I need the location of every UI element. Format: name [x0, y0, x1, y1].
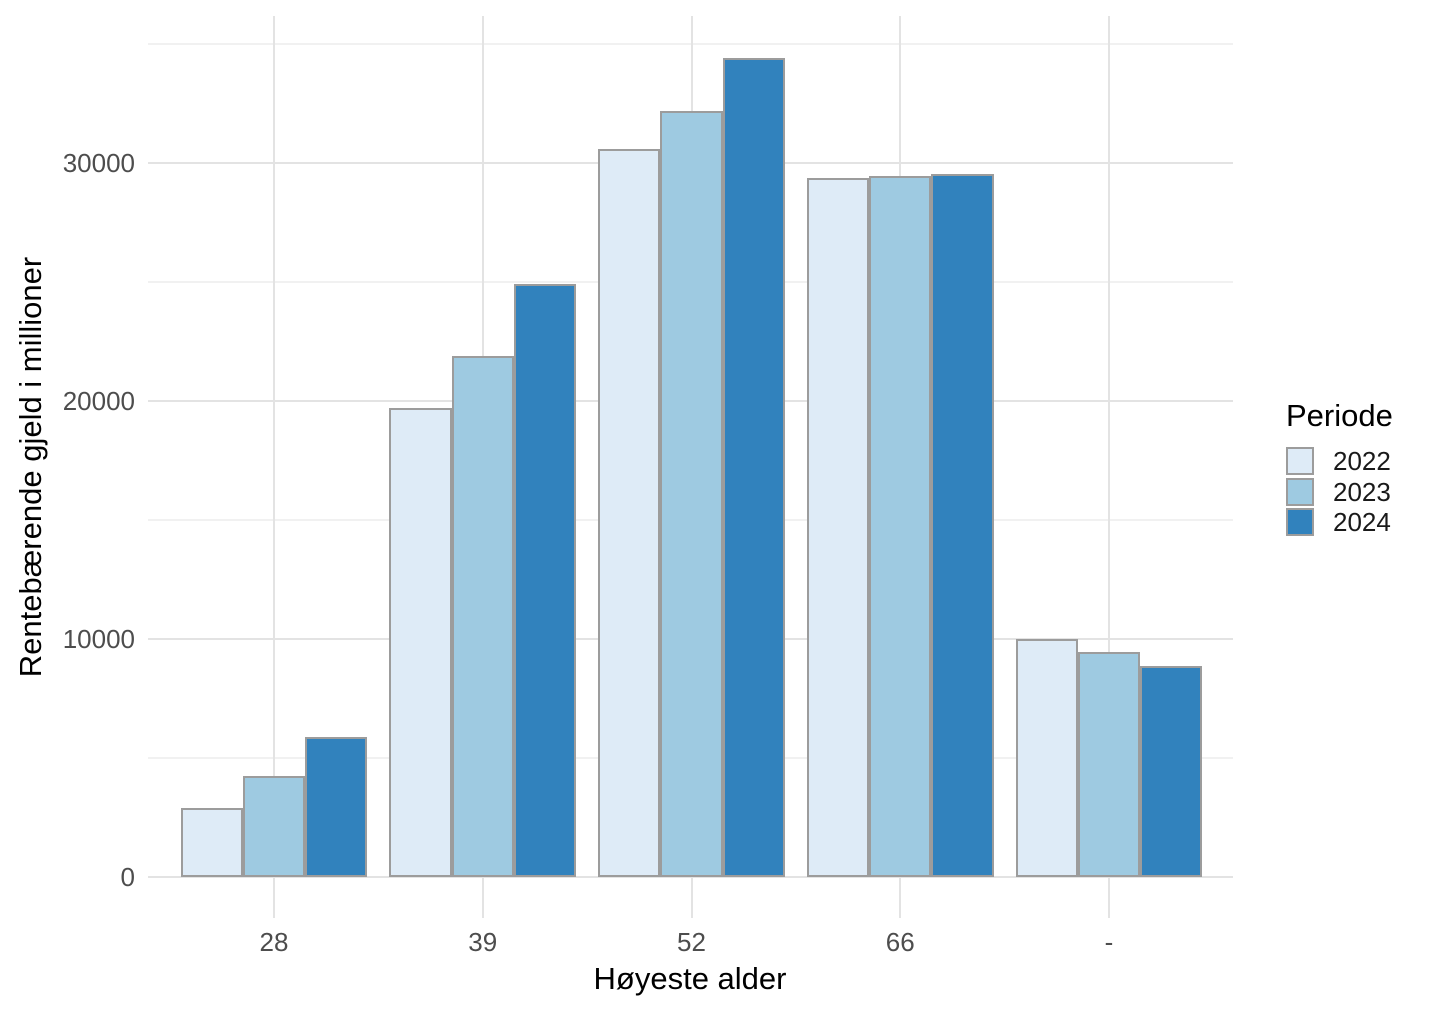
legend-label-2023: 2023 — [1333, 476, 1391, 507]
x-tick-label: 66 — [885, 927, 915, 957]
x-tick-label: 28 — [259, 927, 289, 957]
y-tick-label: 20000 — [62, 386, 135, 416]
bar-2023-28 — [242, 775, 306, 877]
legend-key-2023 — [1286, 477, 1314, 506]
y-tick-label: 30000 — [62, 148, 135, 178]
y-tick-label: 0 — [120, 862, 135, 892]
bar-2023-52 — [660, 110, 723, 877]
legend-key-2024 — [1286, 508, 1314, 536]
bar-2022-39 — [389, 408, 452, 877]
legend-label-2022: 2022 — [1333, 446, 1391, 476]
x-tick-label: 39 — [468, 927, 498, 957]
x-tick-label: 52 — [677, 927, 706, 957]
legend-key-2022 — [1286, 447, 1314, 475]
bar-2023-- — [1077, 652, 1141, 877]
gridline-vertical — [273, 16, 275, 918]
bar-2024-66 — [931, 173, 994, 877]
y-tick-label: 10000 — [62, 624, 135, 654]
bar-2022-- — [1015, 639, 1078, 877]
x-tick-label: - — [1104, 927, 1114, 957]
bar-2022-28 — [180, 807, 243, 877]
gridline-vertical — [1108, 16, 1110, 918]
y-axis-title: Rentebærende gjeld i millioner — [13, 256, 48, 678]
bar-2023-39 — [451, 355, 514, 877]
bar-2024-28 — [305, 736, 368, 877]
bar-2022-52 — [598, 148, 661, 877]
x-axis-title: Høyeste alder — [593, 961, 787, 996]
bar-2024-- — [1140, 666, 1203, 877]
legend-title: Periode — [1286, 398, 1393, 433]
bar-2024-39 — [513, 284, 577, 877]
bar-2024-52 — [722, 58, 785, 877]
bar-2022-66 — [806, 178, 870, 877]
bar-2023-66 — [869, 176, 932, 877]
legend-label-2024: 2024 — [1333, 507, 1391, 537]
